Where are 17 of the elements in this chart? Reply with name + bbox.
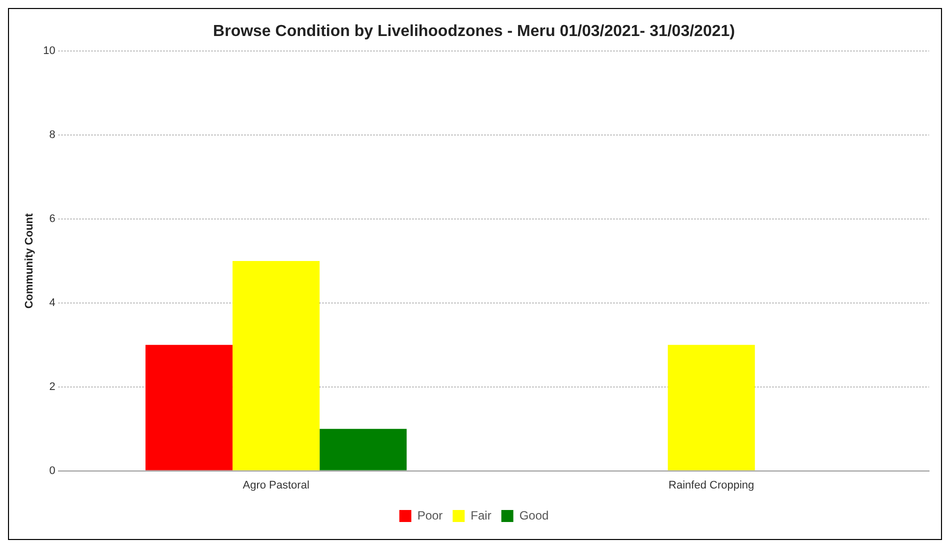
bar — [320, 428, 407, 470]
bar — [232, 261, 320, 470]
legend-label: Fair — [470, 508, 492, 522]
x-tick-label: Rainfed Cropping — [668, 479, 754, 492]
legend-label: Good — [519, 508, 549, 522]
legend-label: Poor — [417, 508, 443, 522]
y-tick-label: 0 — [49, 464, 56, 477]
y-tick-label: 4 — [49, 296, 56, 309]
y-tick-label: 8 — [49, 129, 56, 142]
y-tick-label: 6 — [49, 213, 56, 226]
y-axis-title: Community Count — [24, 213, 36, 309]
chart-title: Browse Condition by Livelihoodzones - Meru 01/03/2021- 31/03/2021) — [213, 23, 735, 40]
bar — [668, 344, 755, 470]
y-tick-label: 2 — [49, 380, 56, 393]
y-tick-label: 10 — [43, 45, 56, 58]
x-tick-label: Agro Pastoral — [242, 479, 310, 492]
bar — [145, 344, 233, 470]
